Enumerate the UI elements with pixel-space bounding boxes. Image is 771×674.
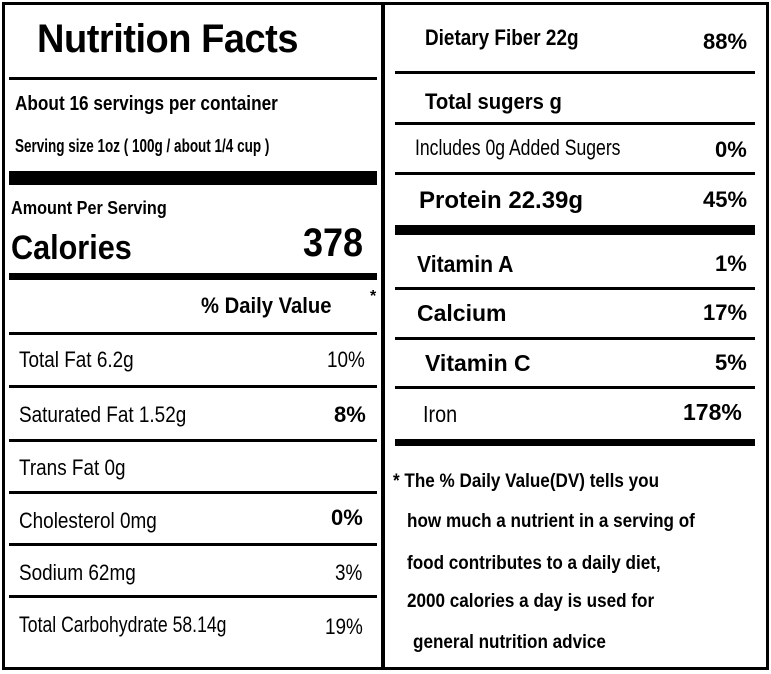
calories-label: Calories — [11, 229, 132, 267]
row-divider — [395, 337, 755, 340]
row-divider — [395, 71, 755, 74]
row-divider — [395, 386, 755, 389]
row-divider — [9, 385, 377, 388]
row-vitamin-a-dv: 1% — [715, 251, 747, 276]
row-added-sugars-label: Includes 0g Added Sugers — [415, 135, 621, 160]
row-divider — [395, 172, 755, 175]
row-protein-dv: 45% — [703, 187, 748, 212]
iron-divider — [395, 439, 755, 446]
nutrition-right-panel: Dietary Fiber 22g 88% Total sugers g Inc… — [382, 2, 769, 670]
row-divider — [9, 439, 377, 442]
thick-divider — [9, 171, 377, 185]
thick-divider — [395, 225, 755, 235]
row-total-sugars-label: Total sugers g — [425, 89, 562, 114]
row-dietary-fiber-dv: 88% — [703, 29, 748, 54]
row-total-fat-dv: 10% — [327, 347, 365, 372]
daily-value-header: % Daily Value — [201, 293, 332, 318]
servings-per-container: About 16 servings per container — [15, 93, 278, 115]
row-sodium-dv: 3% — [335, 560, 363, 585]
row-total-carb-label: Total Carbohydrate 58.14g — [19, 612, 227, 637]
row-divider — [395, 122, 755, 125]
row-sodium-label: Sodium 62mg — [19, 560, 136, 585]
footnote-line-2: how much a nutrient in a serving of — [407, 511, 695, 532]
footnote-line-5: general nutrition advice — [413, 632, 606, 653]
row-calcium-label: Calcium — [417, 300, 507, 326]
row-calcium-dv: 17% — [703, 300, 748, 325]
row-dietary-fiber-label: Dietary Fiber 22g — [425, 25, 579, 50]
row-iron-label: Iron — [423, 401, 458, 427]
row-total-fat-label: Total Fat 6.2g — [19, 347, 134, 372]
row-vitamin-a-label: Vitamin A — [417, 251, 514, 277]
serving-size: Serving size 1oz ( 100g / about 1/4 cup … — [15, 136, 270, 156]
calories-divider — [9, 273, 377, 280]
row-trans-fat-label: Trans Fat 0g — [19, 455, 126, 480]
daily-value-asterisk: * — [370, 288, 377, 305]
row-iron-dv: 178% — [683, 399, 742, 425]
row-added-sugars-dv: 0% — [715, 137, 747, 162]
row-saturated-fat-dv: 8% — [334, 402, 366, 427]
row-cholesterol-dv: 0% — [331, 505, 363, 530]
amount-per-serving: Amount Per Serving — [11, 198, 167, 218]
row-vitamin-c-dv: 5% — [715, 350, 747, 375]
dv-divider — [9, 332, 377, 335]
row-divider — [9, 491, 377, 494]
calories-value: 378 — [303, 221, 364, 265]
footnote-line-1: * The % Daily Value(DV) tells you — [393, 471, 660, 492]
nutrition-left-panel: Nutrition Facts About 16 servings per co… — [2, 2, 384, 670]
row-protein-label: Protein 22.39g — [419, 187, 584, 214]
row-divider — [9, 595, 377, 598]
row-vitamin-c-label: Vitamin C — [425, 350, 531, 376]
row-divider — [395, 287, 755, 290]
label-title: Nutrition Facts — [37, 17, 298, 61]
row-saturated-fat-label: Saturated Fat 1.52g — [19, 402, 187, 427]
row-divider — [9, 543, 377, 546]
row-cholesterol-label: Cholesterol 0mg — [19, 508, 157, 533]
row-total-carb-dv: 19% — [325, 614, 363, 639]
footnote-line-3: food contributes to a daily diet, — [407, 553, 661, 574]
title-divider — [9, 77, 377, 80]
footnote-line-4: 2000 calories a day is used for — [407, 591, 655, 612]
